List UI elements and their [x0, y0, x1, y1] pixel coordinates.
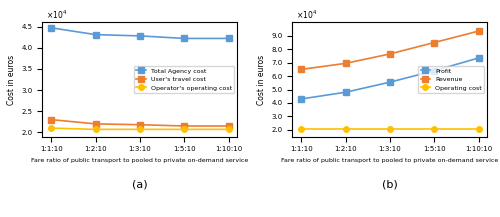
Text: (b): (b)	[382, 180, 398, 190]
Profit	[298, 98, 304, 100]
User's travel cost	[92, 123, 98, 125]
Profit	[432, 69, 438, 72]
Total Agency cost	[48, 26, 54, 29]
User's travel cost	[182, 125, 188, 127]
Operator's operating cost	[137, 128, 143, 131]
Profit	[476, 57, 482, 59]
Revenue	[476, 30, 482, 32]
Y-axis label: Cost in euros: Cost in euros	[257, 54, 266, 105]
Total Agency cost	[226, 37, 232, 40]
Total Agency cost	[182, 37, 188, 40]
Line: Operating cost: Operating cost	[298, 126, 482, 132]
Line: Total Agency cost: Total Agency cost	[48, 25, 232, 41]
Operator's operating cost	[92, 128, 98, 131]
X-axis label: Fare ratio of public transport to pooled to private on-demand service: Fare ratio of public transport to pooled…	[32, 158, 248, 163]
Total Agency cost	[137, 35, 143, 37]
Y-axis label: Cost in euros: Cost in euros	[7, 54, 16, 105]
Operating cost	[476, 128, 482, 130]
Total Agency cost	[92, 33, 98, 36]
Legend: Total Agency cost, User's travel cost, Operator's operating cost: Total Agency cost, User's travel cost, O…	[134, 66, 234, 93]
Profit	[387, 81, 393, 84]
Line: Revenue: Revenue	[298, 28, 482, 72]
Operating cost	[342, 128, 348, 130]
Revenue	[432, 41, 438, 44]
Text: $\times10^4$: $\times10^4$	[46, 8, 68, 21]
Text: $\times10^4$: $\times10^4$	[296, 8, 318, 21]
Text: (a): (a)	[132, 180, 148, 190]
Operator's operating cost	[182, 128, 188, 131]
Operating cost	[432, 128, 438, 130]
User's travel cost	[226, 125, 232, 127]
User's travel cost	[137, 123, 143, 126]
Line: Operator's operating cost: Operator's operating cost	[48, 125, 232, 132]
Profit	[342, 91, 348, 94]
User's travel cost	[48, 118, 54, 121]
Line: User's travel cost: User's travel cost	[48, 117, 232, 129]
Operating cost	[387, 128, 393, 130]
Revenue	[342, 62, 348, 65]
Legend: Profit, Revenue, Operating cost: Profit, Revenue, Operating cost	[418, 66, 484, 93]
Operator's operating cost	[48, 127, 54, 129]
Operating cost	[298, 128, 304, 130]
Line: Profit: Profit	[298, 55, 482, 102]
Revenue	[298, 68, 304, 71]
Revenue	[387, 53, 393, 55]
Operator's operating cost	[226, 128, 232, 131]
X-axis label: Fare ratio of public transport to pooled to private on-demand service: Fare ratio of public transport to pooled…	[282, 158, 498, 163]
